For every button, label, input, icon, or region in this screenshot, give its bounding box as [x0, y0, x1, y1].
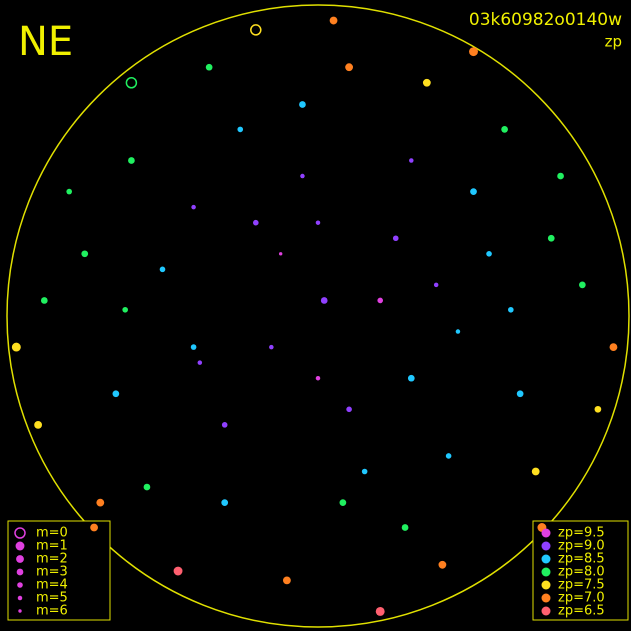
star — [377, 297, 384, 304]
size-legend-marker — [17, 595, 23, 601]
star — [143, 483, 151, 491]
star — [278, 252, 283, 256]
star — [486, 251, 492, 257]
star — [469, 47, 478, 57]
star — [346, 406, 352, 413]
star — [579, 281, 586, 289]
star — [190, 344, 197, 350]
star — [11, 342, 21, 352]
star — [125, 77, 138, 89]
star — [283, 576, 291, 585]
star — [300, 173, 305, 179]
star — [90, 523, 98, 532]
star — [96, 498, 105, 507]
star — [315, 220, 321, 225]
star — [159, 266, 166, 273]
star — [329, 16, 338, 25]
star — [392, 235, 399, 242]
star — [299, 101, 306, 108]
star — [128, 157, 135, 164]
star — [320, 297, 328, 304]
star — [609, 343, 618, 351]
star — [594, 405, 602, 413]
star — [40, 297, 48, 304]
size-legend-marker — [18, 609, 22, 613]
star — [501, 126, 508, 133]
size-legend-label: m=4 — [36, 578, 68, 593]
size-legend-box — [7, 520, 111, 621]
star — [315, 375, 321, 381]
color-legend-marker — [541, 606, 551, 616]
color-legend-label: zp=7.0 — [558, 591, 605, 606]
star — [531, 467, 540, 476]
size-legend-marker — [14, 527, 26, 539]
star — [375, 607, 385, 616]
size-legend-marker — [17, 582, 23, 588]
star — [112, 390, 120, 398]
star — [269, 344, 274, 350]
star — [122, 306, 128, 313]
color-legend-label: zp=8.5 — [558, 552, 605, 567]
star — [409, 158, 414, 163]
star — [34, 420, 42, 429]
star — [339, 499, 347, 506]
color-legend-label: zp=7.5 — [558, 578, 605, 593]
sky-circle — [6, 4, 630, 628]
star — [516, 390, 524, 398]
star — [191, 204, 196, 210]
color-legend-marker — [541, 567, 551, 577]
star — [438, 560, 447, 569]
star — [81, 250, 89, 258]
color-legend-label: zp=8.0 — [558, 565, 605, 580]
size-legend-label: m=2 — [36, 552, 68, 567]
star — [401, 524, 409, 531]
star — [205, 63, 213, 71]
color-legend-label: zp=9.0 — [558, 539, 605, 554]
size-legend-label: m=1 — [36, 539, 68, 554]
color-label: zp — [605, 33, 622, 51]
color-legend-marker — [541, 554, 551, 564]
star — [345, 63, 353, 72]
size-legend-label: m=5 — [36, 591, 68, 606]
color-legend-marker — [541, 528, 551, 538]
star — [197, 360, 203, 365]
star — [221, 422, 228, 428]
chart-title: NE — [18, 19, 73, 65]
star — [407, 374, 415, 382]
star — [253, 219, 259, 226]
star — [455, 329, 461, 334]
star — [557, 172, 564, 180]
color-legend-marker — [541, 593, 551, 603]
size-legend-label: m=0 — [36, 526, 68, 541]
color-legend-label: zp=9.5 — [558, 526, 605, 541]
color-legend-marker — [541, 580, 551, 590]
size-legend-marker — [15, 541, 25, 551]
star — [237, 126, 244, 133]
size-legend-label: m=3 — [36, 565, 68, 580]
star — [66, 188, 72, 195]
size-legend-marker — [16, 555, 24, 563]
star — [250, 24, 262, 36]
star — [547, 234, 555, 242]
star — [361, 468, 368, 475]
chart-subtitle: 03k60982o0140w — [469, 10, 622, 30]
star — [221, 499, 229, 506]
color-legend-label: zp=6.5 — [558, 604, 605, 619]
star — [433, 282, 439, 288]
star — [508, 306, 514, 313]
star — [173, 566, 183, 576]
color-legend-marker — [541, 541, 551, 551]
star — [470, 188, 477, 195]
size-legend-label: m=6 — [36, 604, 68, 619]
size-legend-marker — [16, 568, 24, 576]
star — [445, 453, 452, 459]
star — [422, 78, 431, 87]
